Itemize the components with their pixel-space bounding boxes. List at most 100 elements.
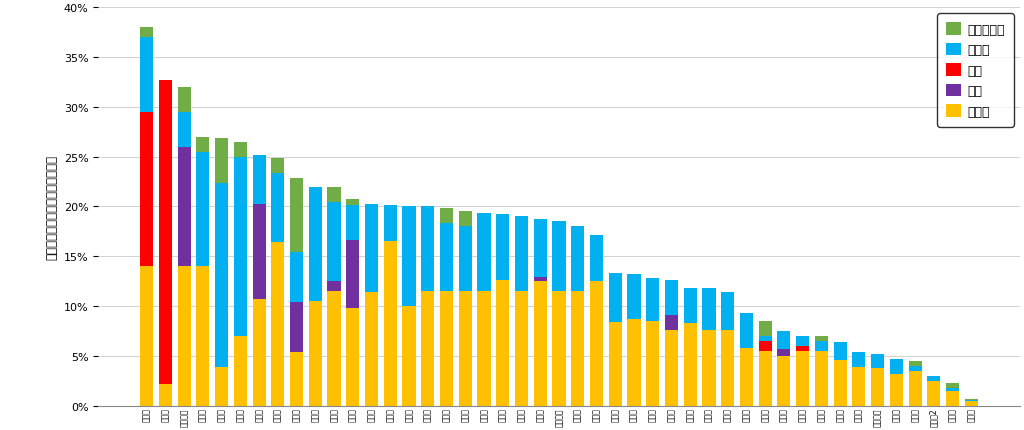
- Bar: [740, 348, 753, 406]
- Bar: [290, 253, 303, 302]
- Bar: [384, 242, 397, 406]
- Bar: [402, 207, 416, 307]
- Bar: [890, 359, 903, 374]
- Bar: [684, 323, 696, 406]
- Bar: [271, 243, 285, 406]
- Bar: [459, 292, 472, 406]
- Bar: [215, 367, 228, 406]
- Bar: [852, 367, 865, 406]
- Bar: [177, 267, 190, 406]
- Bar: [290, 352, 303, 406]
- Bar: [384, 206, 397, 242]
- Bar: [965, 401, 978, 406]
- Bar: [159, 384, 172, 406]
- Bar: [928, 381, 940, 406]
- Bar: [665, 281, 678, 315]
- Bar: [402, 307, 416, 406]
- Bar: [571, 227, 585, 292]
- Bar: [253, 205, 265, 299]
- Bar: [777, 356, 791, 406]
- Bar: [721, 292, 734, 330]
- Bar: [197, 152, 209, 267]
- Bar: [796, 336, 809, 346]
- Bar: [477, 292, 490, 406]
- Bar: [777, 349, 791, 356]
- Bar: [871, 354, 884, 368]
- Bar: [702, 330, 716, 406]
- Bar: [534, 278, 547, 282]
- Bar: [908, 361, 922, 366]
- Bar: [477, 214, 490, 292]
- Bar: [309, 301, 322, 406]
- Bar: [309, 187, 322, 301]
- Bar: [515, 292, 528, 406]
- Bar: [852, 352, 865, 367]
- Bar: [253, 299, 265, 406]
- Bar: [253, 155, 265, 205]
- Bar: [721, 330, 734, 406]
- Bar: [534, 282, 547, 406]
- Bar: [197, 267, 209, 406]
- Bar: [346, 241, 359, 308]
- Bar: [815, 351, 828, 406]
- Bar: [740, 313, 753, 348]
- Bar: [628, 275, 641, 319]
- Bar: [159, 81, 172, 384]
- Bar: [946, 388, 959, 391]
- Bar: [908, 371, 922, 406]
- Bar: [552, 292, 565, 406]
- Bar: [328, 202, 341, 282]
- Bar: [346, 308, 359, 406]
- Bar: [140, 38, 154, 113]
- Bar: [815, 336, 828, 341]
- Bar: [796, 351, 809, 406]
- Bar: [328, 282, 341, 292]
- Bar: [290, 302, 303, 352]
- Bar: [233, 336, 247, 406]
- Bar: [440, 209, 453, 224]
- Bar: [440, 292, 453, 406]
- Bar: [834, 342, 847, 360]
- Bar: [459, 212, 472, 227]
- Bar: [271, 158, 285, 173]
- Bar: [233, 142, 247, 157]
- Bar: [646, 279, 659, 321]
- Bar: [459, 227, 472, 292]
- Bar: [365, 205, 378, 292]
- Bar: [140, 28, 154, 38]
- Bar: [140, 267, 154, 406]
- Bar: [328, 292, 341, 406]
- Bar: [796, 346, 809, 351]
- Bar: [552, 222, 565, 292]
- Bar: [140, 113, 154, 267]
- Bar: [233, 157, 247, 336]
- Bar: [777, 331, 791, 349]
- Bar: [571, 292, 585, 406]
- Bar: [908, 366, 922, 371]
- Bar: [215, 138, 228, 183]
- Bar: [665, 330, 678, 406]
- Bar: [590, 282, 603, 406]
- Y-axis label: 自然エネルギーによる電気の割合: 自然エネルギーによる電気の割合: [45, 155, 58, 259]
- Bar: [815, 341, 828, 351]
- Bar: [177, 113, 190, 147]
- Bar: [440, 224, 453, 292]
- Bar: [215, 183, 228, 367]
- Bar: [946, 383, 959, 388]
- Bar: [965, 400, 978, 401]
- Bar: [759, 336, 772, 341]
- Bar: [608, 273, 622, 322]
- Bar: [684, 289, 696, 323]
- Bar: [346, 206, 359, 241]
- Bar: [890, 374, 903, 406]
- Bar: [965, 399, 978, 400]
- Bar: [290, 178, 303, 253]
- Bar: [515, 217, 528, 292]
- Bar: [759, 341, 772, 351]
- Bar: [759, 321, 772, 336]
- Bar: [928, 376, 940, 381]
- Bar: [328, 187, 341, 202]
- Bar: [346, 199, 359, 206]
- Bar: [834, 360, 847, 406]
- Bar: [497, 215, 509, 281]
